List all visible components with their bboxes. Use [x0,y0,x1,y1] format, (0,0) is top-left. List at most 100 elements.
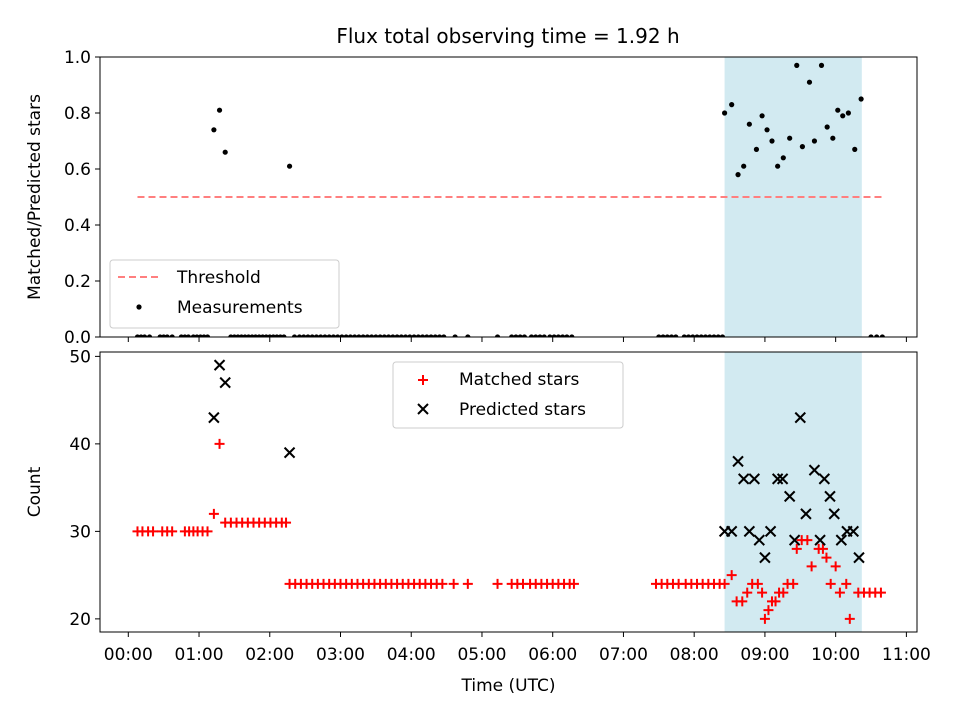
measurement-point [794,62,800,68]
matched-star-point [759,613,770,624]
measurement-point [452,334,458,337]
x-tick-label: 10:00 [811,645,860,665]
measurement-point [681,334,687,337]
measurement-point [551,334,557,337]
y-tick-label: 40 [69,435,91,455]
matched-star-point [752,578,763,589]
measurement-point [360,334,366,337]
y-tick-label: 0.4 [64,216,91,236]
measurement-point [830,135,836,141]
measurement-point [780,155,786,161]
x-tick-label: 11:00 [882,645,931,665]
measurement-point [281,334,287,337]
predicted-star-point [219,376,231,389]
measurement-point [868,334,874,337]
measurement-point [721,110,728,116]
predicted-star-point [748,473,761,485]
predicted-star-point [743,525,756,538]
measurement-point [764,127,770,133]
predicted-star-point [759,551,771,564]
measurement-point [424,334,430,337]
predicted-star-point [808,464,821,476]
measurement-point [753,146,760,152]
predicted-star-point [800,508,812,520]
predicted-star-point [776,473,789,485]
measurement-point [685,334,692,337]
measurement-point [541,334,547,337]
measurement-point [343,334,349,337]
y-tick-label: 1.0 [64,48,91,68]
predicted-star-point [824,490,836,503]
measurement-point [673,334,679,337]
predicted-star-point [814,534,826,546]
measurement-point [356,334,362,337]
predicted-star-point [788,534,801,546]
measurement-point [291,334,298,337]
measurement-point [432,334,438,337]
measurement-point [352,334,358,337]
legend-box [109,259,340,329]
x-tick-label: 05:00 [457,645,506,665]
matched-star-point [167,526,178,537]
measurement-point [390,334,396,337]
matched-star-point [806,561,817,572]
measurement-point [326,334,332,337]
x-tick-label: 03:00 [316,645,365,665]
predicted-star-point [764,525,777,538]
measurement-point [741,163,747,169]
panel-1 [95,56,918,342]
measurement-point [407,334,413,337]
measurement-point [465,334,471,337]
matched-star-point [492,578,503,589]
x-tick-label: 07:00 [599,645,648,665]
measurement-point [702,334,709,337]
y-axis-label: Count [25,466,45,517]
plot-area [134,62,886,337]
measurement-point [301,334,307,337]
measurement-point [528,334,535,337]
measurement-point [799,144,806,150]
measurement-point [330,334,337,337]
measurement-point [811,138,818,144]
y-tick-label: 50 [69,347,91,367]
measurement-point [521,334,528,337]
x-tick-label: 02:00 [245,645,294,665]
plot-area [132,359,886,624]
measurement-point [222,149,228,155]
measurement-point [874,334,880,337]
x-axis-label: Time (UTC) [461,676,556,696]
legend-measurement-swatch [136,304,142,310]
matched-star-point [281,517,292,528]
predicted-star-point [283,446,296,459]
measurement-point [564,334,570,337]
measurement-point [398,334,404,337]
predicted-star-point [771,473,784,485]
x-tick-label: 04:00 [387,645,436,665]
measurement-point [441,334,447,337]
y-tick-label: 20 [69,610,91,630]
legend-box [392,361,624,429]
measurement-point [835,107,841,113]
measurement-point [735,172,741,178]
predicted-star-point [783,490,796,503]
matched-star-point [719,578,730,589]
measurement-point [305,334,311,337]
measurement-point [204,334,211,337]
measurement-point [347,334,354,337]
measurement-point [569,334,575,337]
predicted-star-point [853,551,865,564]
predicted-star-point [208,411,220,424]
measurement-point [537,334,543,337]
measurement-point [394,334,400,337]
measurement-point [169,334,175,337]
y-tick-label: 0.0 [64,328,91,348]
y-tick-label: 30 [69,522,91,542]
legend-threshold-label: Threshold [176,268,261,288]
measurement-point [419,334,426,337]
measurement-point [381,334,387,337]
matched-star-point [742,587,753,598]
measurement-point [185,334,192,337]
predicted-star-point [725,525,738,538]
